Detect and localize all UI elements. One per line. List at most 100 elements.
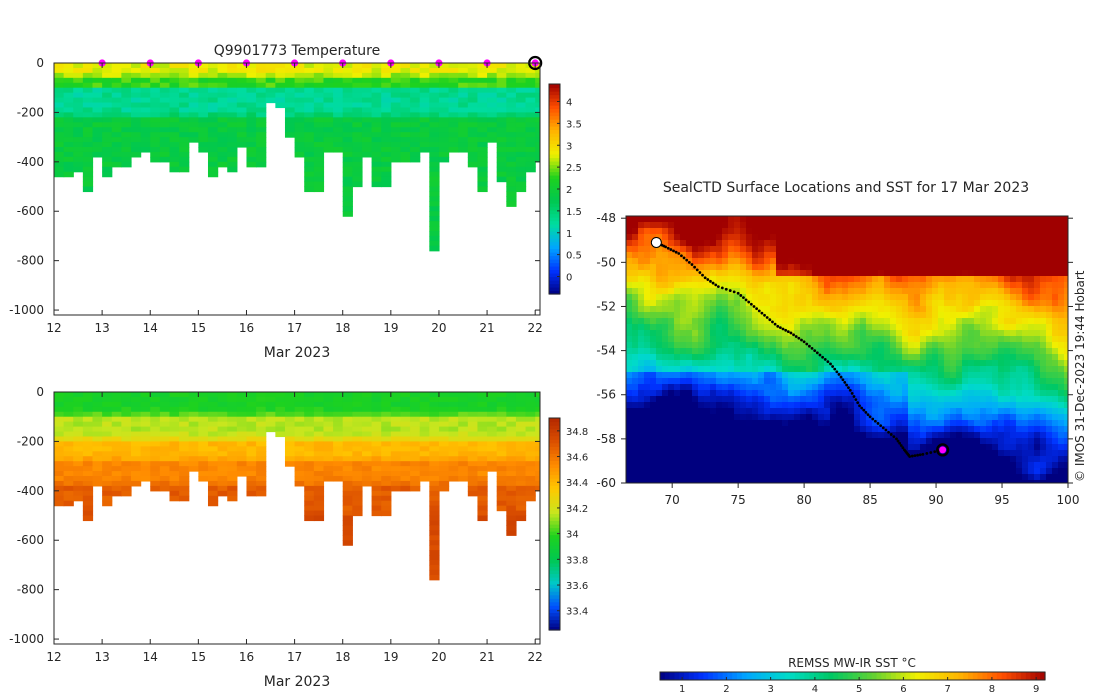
sst-cell [704, 264, 711, 271]
profile-cell [294, 476, 305, 482]
profile-cell [159, 426, 171, 433]
sst-cell [740, 390, 747, 397]
profile-cell [179, 416, 190, 423]
sst-cell [716, 258, 723, 265]
profile-cell [342, 201, 353, 207]
profile-cell [515, 411, 527, 418]
profile-cell [381, 151, 392, 158]
sst-cell [698, 414, 705, 421]
profile-cell [477, 436, 488, 443]
sst-cell [650, 318, 657, 325]
sst-cell [830, 330, 837, 337]
sst-cell [800, 330, 807, 337]
sst-cell [800, 414, 807, 421]
profile-cell [419, 426, 430, 433]
profile-cell [111, 392, 122, 398]
sst-cell [734, 240, 741, 247]
profile-cell [198, 67, 209, 74]
profile-cell [496, 102, 507, 109]
profile-cell [410, 456, 421, 462]
profile-cell [63, 471, 74, 477]
sst-cell [734, 288, 741, 295]
sst-cell [956, 324, 963, 331]
sst-cell [758, 318, 765, 325]
profile-cell [515, 456, 527, 462]
sst-cell [806, 414, 813, 421]
colorbar-segment [549, 266, 560, 271]
profile-cell [169, 102, 180, 109]
sst-cell [704, 300, 711, 307]
profile-cell [506, 480, 517, 487]
profile-cell [506, 107, 517, 114]
sst-cell [950, 312, 957, 319]
profile-cell [169, 156, 180, 163]
profile-cell [487, 446, 498, 452]
profile-cell [63, 117, 74, 123]
profile-cell [294, 127, 305, 133]
profile-cell [429, 392, 440, 398]
sst-cell [800, 402, 807, 409]
profile-cell [477, 480, 488, 487]
profile-cell [73, 441, 84, 447]
sst-cell [740, 354, 747, 361]
profile-cell [217, 416, 228, 423]
sst-cell [1028, 234, 1035, 241]
sst-cell [890, 282, 897, 289]
sst-cell [650, 366, 657, 373]
profile-cell [361, 137, 373, 143]
sst-cell [728, 282, 735, 289]
sst-cell [992, 324, 999, 331]
profile-cell [130, 122, 142, 128]
sst-cell [896, 246, 903, 253]
profile-cell [429, 142, 440, 148]
profile-cell [352, 63, 363, 69]
sst-cell [734, 222, 741, 229]
sst-cell [836, 228, 843, 235]
sst-cell [812, 294, 819, 301]
sst-cell [626, 228, 633, 235]
profile-cell [448, 127, 459, 133]
sst-cell [788, 228, 795, 235]
profile-cell [361, 87, 373, 94]
sst-cell [914, 222, 921, 229]
profile-cell [294, 446, 305, 452]
profile-cell [467, 97, 479, 104]
sst-cell [812, 396, 819, 403]
sst-cell [626, 300, 633, 307]
sst-cell [872, 246, 879, 253]
profile-cell [477, 186, 488, 193]
sst-cell [890, 252, 897, 259]
sst-cell [1034, 246, 1041, 253]
sst-cell [842, 324, 849, 331]
profile-cell [390, 127, 402, 133]
sst-cell [1034, 372, 1041, 379]
sst-cell [1010, 384, 1017, 391]
sst-cell [638, 258, 645, 265]
sst-cell [692, 234, 699, 241]
sst-cell [800, 306, 807, 313]
profile-cell [63, 127, 74, 133]
profile-cell [207, 441, 219, 447]
sst-cell [794, 360, 801, 367]
sst-cell [692, 420, 699, 427]
profile-cell [92, 151, 103, 158]
sst-cell [968, 384, 975, 391]
sst-cell [644, 402, 651, 409]
profile-cell [515, 176, 527, 183]
sst-cell [794, 408, 801, 415]
profile-cell [140, 82, 151, 89]
sst-cell [812, 222, 819, 229]
sst-cell [698, 336, 705, 343]
profile-cell [438, 142, 450, 148]
profile-cell [275, 63, 286, 69]
profile-cell [92, 92, 103, 99]
sst-cell [938, 282, 945, 289]
profile-cell [381, 176, 392, 183]
sst-cell [884, 270, 891, 277]
profile-cell [82, 92, 94, 99]
profile-cell [73, 392, 84, 398]
sst-cell [1052, 240, 1059, 247]
sst-cell [932, 396, 939, 403]
sst-cell [824, 222, 831, 229]
profile-cell [410, 396, 421, 403]
